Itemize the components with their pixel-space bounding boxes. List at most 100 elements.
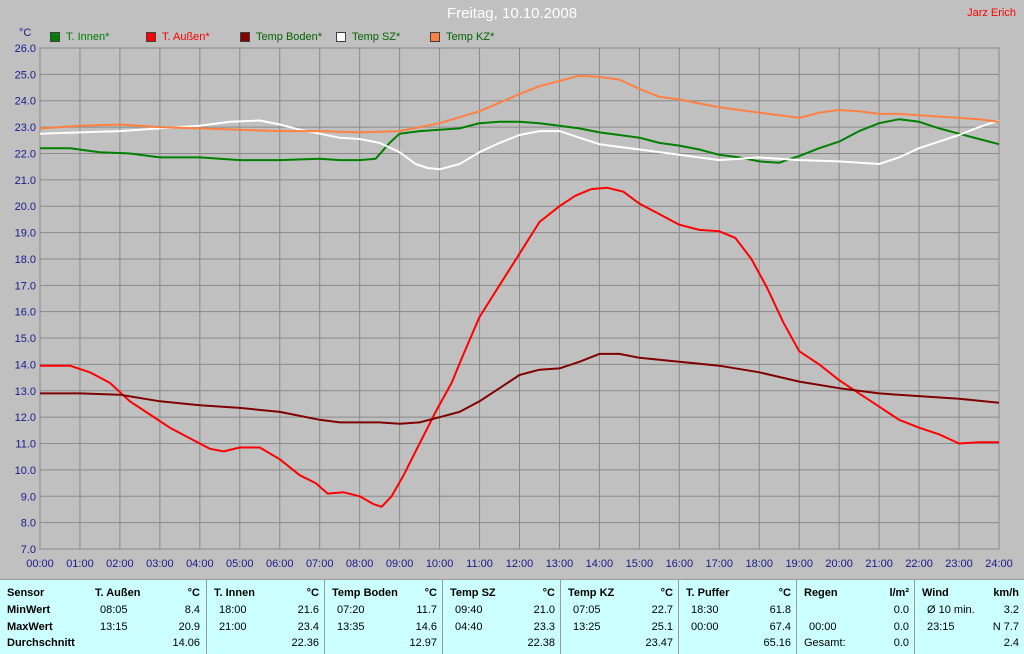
legend-swatch	[146, 32, 156, 43]
avg-value: 22.36	[291, 637, 319, 649]
x-tick-label: 19:00	[785, 558, 813, 570]
legend-swatch	[240, 32, 250, 43]
x-tick-label: 04:00	[186, 558, 214, 570]
x-tick-label: 22:00	[905, 558, 933, 570]
x-tick-label: 14:00	[586, 558, 614, 570]
y-tick-label: 26.0	[15, 43, 36, 55]
y-tick-label: 12.0	[15, 412, 36, 424]
legend-item: Temp KZ*	[430, 31, 494, 43]
max-time: 23:15	[927, 621, 955, 633]
summary-column: T. Puffer °C 18:30 61.8 00:00 67.4 65.16	[678, 580, 797, 654]
y-tick-label: 14.0	[15, 359, 36, 371]
legend-label: Temp SZ*	[352, 31, 401, 43]
y-tick-label: 7.0	[21, 544, 36, 556]
min-time: 18:00	[219, 604, 247, 616]
legend-item: T. Innen*	[50, 31, 109, 43]
summary-column: Wind km/h Ø 10 min. 3.2 23:15 N 7.7 2.4	[914, 580, 1024, 654]
min-time: 08:05	[100, 604, 128, 616]
y-unit-label: °C	[19, 27, 32, 39]
min-value: 0.0	[893, 604, 909, 616]
x-tick-label: 07:00	[306, 558, 334, 570]
max-value: 14.6	[415, 621, 437, 633]
max-value: 0.0	[893, 621, 909, 633]
sensor-header: Sensor	[7, 587, 45, 599]
min-value: 21.6	[297, 604, 319, 616]
column-unit: °C	[778, 587, 791, 599]
column-unit: °C	[660, 587, 673, 599]
max-value: 67.4	[769, 621, 791, 633]
column-header: T. Puffer	[686, 587, 730, 599]
column-unit: °C	[306, 587, 319, 599]
legend-item: Temp SZ*	[336, 31, 400, 43]
summary-column: T. Außen °C 08:05 8.4 13:15 20.9 14.06	[88, 580, 206, 654]
x-tick-label: 03:00	[146, 558, 174, 570]
column-unit: km/h	[993, 587, 1019, 599]
x-tick-label: 08:00	[346, 558, 374, 570]
column-header: T. Innen	[214, 587, 255, 599]
y-tick-label: 25.0	[15, 69, 36, 81]
legend-item: T. Außen*	[146, 31, 210, 43]
legend-swatch	[430, 32, 440, 43]
series-line	[39, 119, 1000, 171]
x-tick-label: 05:00	[226, 558, 254, 570]
x-tick-label: 02:00	[106, 558, 134, 570]
y-tick-label: 8.0	[21, 518, 36, 530]
column-header: Regen	[804, 587, 838, 599]
y-tick-label: 13.0	[15, 386, 36, 398]
y-tick-label: 18.0	[15, 254, 36, 266]
min-value: 8.4	[184, 604, 200, 616]
x-tick-label: 21:00	[865, 558, 893, 570]
x-tick-label: 11:00	[466, 558, 493, 570]
max-time: 13:25	[573, 621, 601, 633]
column-unit: °C	[424, 587, 437, 599]
summary-column: Temp SZ °C 09:40 21.0 04:40 23.3 22.38	[442, 580, 561, 654]
column-header: T. Außen	[95, 587, 141, 599]
x-tick-label: 16:00	[666, 558, 694, 570]
x-tick-label: 24:00	[985, 558, 1013, 570]
legend-label: Temp Boden*	[256, 31, 323, 43]
min-time: 18:30	[691, 604, 719, 616]
min-label: MinWert	[7, 604, 51, 616]
avg-value: 14.06	[172, 637, 200, 649]
temperature-chart: 7.0 8.0 9.0 10.0 11.0 12.0 13.0 14.0 15.0 16.0 17.…	[15, 43, 1013, 570]
legend-swatch	[50, 32, 60, 43]
avg-value: 2.4	[1003, 637, 1019, 649]
y-tick-label: 23.0	[15, 122, 36, 134]
min-time: 09:40	[455, 604, 483, 616]
summary-row-labels: Sensor MinWert MaxWert Durchschnitt	[0, 580, 88, 654]
series-line	[40, 118, 1000, 164]
min-value: 22.7	[651, 604, 673, 616]
y-tick-label: 9.0	[21, 491, 36, 503]
max-time: 21:00	[219, 621, 247, 633]
x-tick-label: 15:00	[626, 558, 654, 570]
legend-item: Temp Boden*	[240, 31, 322, 43]
y-tick-label: 17.0	[15, 280, 36, 292]
column-header: Temp KZ	[568, 587, 615, 599]
max-time: 00:00	[809, 621, 837, 633]
y-tick-label: 21.0	[15, 175, 36, 187]
summary-column: Temp KZ °C 07:05 22.7 13:25 25.1 23.47	[560, 580, 679, 654]
x-tick-label: 10:00	[426, 558, 454, 570]
x-tick-label: 17:00	[706, 558, 734, 570]
avg-label: Durchschnitt	[7, 637, 75, 649]
max-time: 13:15	[100, 621, 128, 633]
y-tick-label: 16.0	[15, 307, 36, 319]
series-line	[40, 352, 1000, 425]
summary-table: Sensor MinWert MaxWert Durchschnitt T. A…	[0, 579, 1024, 654]
max-value: N 7.7	[992, 621, 1019, 633]
series-line	[39, 74, 1000, 134]
min-time: 07:05	[573, 604, 601, 616]
max-value: 23.3	[533, 621, 555, 633]
avg-value: 12.97	[409, 637, 437, 649]
x-tick-label: 18:00	[745, 558, 773, 570]
x-tick-label: 09:00	[386, 558, 414, 570]
avg-value: 23.47	[645, 637, 673, 649]
x-tick-label: 00:00	[26, 558, 54, 570]
avg-label: Gesamt:	[804, 637, 846, 649]
min-time: 07:20	[337, 604, 365, 616]
series-line	[40, 186, 999, 508]
column-unit: l/m²	[889, 587, 909, 599]
x-tick-label: 01:00	[66, 558, 94, 570]
y-tick-label: 15.0	[15, 333, 36, 345]
chart-title: Freitag, 10.10.2008	[446, 5, 578, 22]
